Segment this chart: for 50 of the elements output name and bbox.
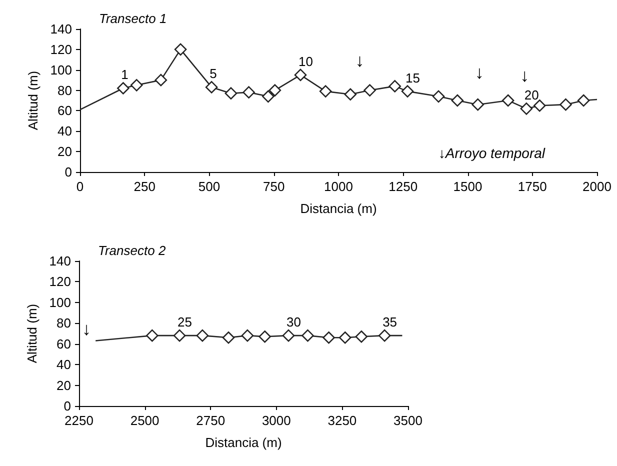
y-tick-label: 100 xyxy=(49,294,71,310)
y-tick-label: 60 xyxy=(58,103,72,118)
x-tick-label: 2000 xyxy=(582,179,612,194)
x-tick-label: 1250 xyxy=(388,179,418,194)
y-tick-label: 120 xyxy=(49,274,71,290)
x-tick-label: 1000 xyxy=(324,179,353,194)
x-tick-label: 3250 xyxy=(328,413,357,428)
annotation: 20 xyxy=(524,88,539,103)
y-tick-label: 40 xyxy=(56,357,71,372)
x-tick-label: 1750 xyxy=(518,179,547,194)
annotation: 10 xyxy=(298,54,313,69)
chart-title: Transecto 2 xyxy=(98,243,166,258)
y-tick-label: 120 xyxy=(50,42,72,57)
x-tick-label: 750 xyxy=(263,179,285,194)
x-axis-title: Distancia (m) xyxy=(205,435,282,450)
y-tick-label: 80 xyxy=(56,316,71,331)
x-axis-title: Distancia (m) xyxy=(300,201,377,216)
x-tick-label: 1500 xyxy=(453,179,482,194)
x-tick-label: 2750 xyxy=(196,413,226,428)
x-tick-label: 3500 xyxy=(394,413,422,428)
y-tick-label: 80 xyxy=(58,82,72,98)
annotation: 5 xyxy=(210,66,217,82)
y-tick-label: 40 xyxy=(58,124,72,139)
annotation: ↓Arroyo temporal xyxy=(438,145,546,161)
annotation: 35 xyxy=(382,314,398,330)
y-tick-label: 0 xyxy=(64,398,71,414)
y-tick-label: 20 xyxy=(56,378,71,393)
annotation: ↓ xyxy=(355,50,364,70)
annotation: 25 xyxy=(178,314,192,330)
annotation: ↓ xyxy=(474,62,484,83)
y-tick-label: 60 xyxy=(56,336,71,352)
x-tick-label: 0 xyxy=(76,179,84,194)
chart-title: Transecto 1 xyxy=(99,11,167,26)
annotation: ↓ xyxy=(82,319,91,339)
x-tick-label: 500 xyxy=(198,179,220,194)
annotation: 1 xyxy=(121,67,128,82)
annotation: 15 xyxy=(406,70,420,86)
y-tick-label: 140 xyxy=(49,254,71,268)
y-axis-title: Altitud (m) xyxy=(25,70,40,130)
y-tick-label: 100 xyxy=(50,62,72,78)
x-tick-label: 2500 xyxy=(130,413,160,428)
x-tick-label: 250 xyxy=(134,179,156,194)
y-axis-title: Altitud (m) xyxy=(24,304,40,364)
y-tick-label: 140 xyxy=(50,22,72,36)
x-tick-label: 3000 xyxy=(262,413,291,428)
annotation: ↓ xyxy=(520,66,530,86)
y-tick-label: 20 xyxy=(58,144,72,160)
y-tick-label: 0 xyxy=(64,164,72,180)
x-tick-label: 2250 xyxy=(64,413,94,428)
annotation: 30 xyxy=(286,314,301,330)
